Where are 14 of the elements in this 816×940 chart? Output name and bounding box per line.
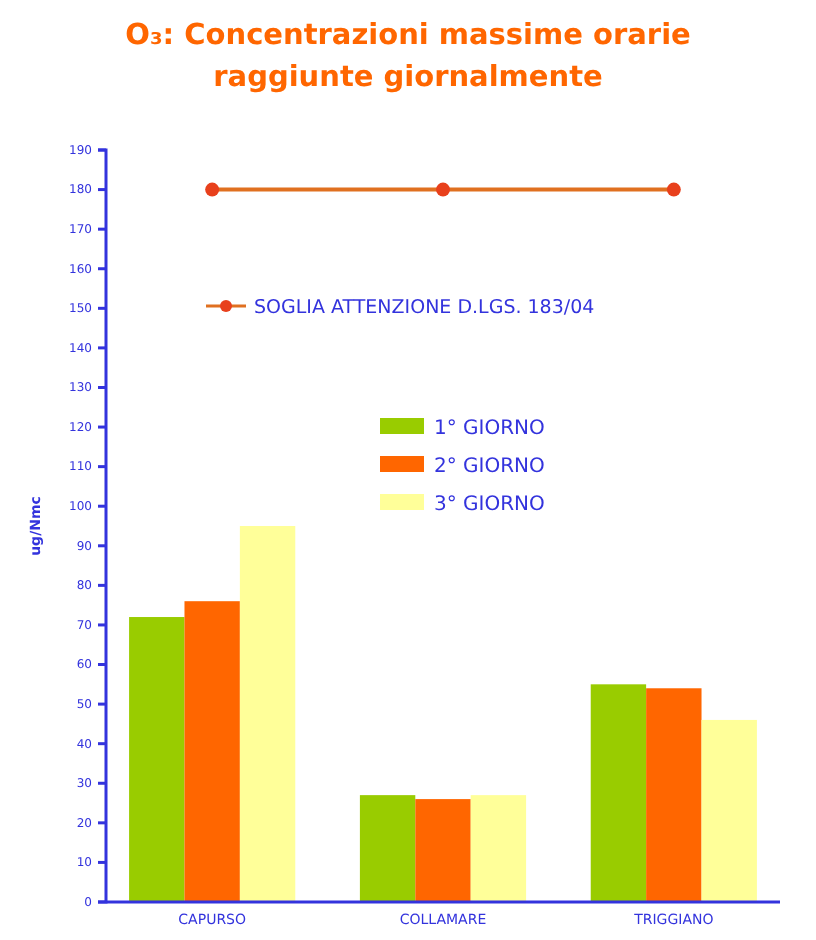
bar (590, 684, 647, 902)
bar (646, 688, 702, 902)
chart-title: O₃: Concentrazioni massime orarie raggiunte giornalmente (125, 20, 692, 94)
legend-label: SOGLIA ATTENZIONE D.LGS. 183/04 (254, 297, 595, 319)
bar (415, 799, 471, 902)
legend-label: 3° GIORNO (434, 494, 546, 516)
bar (470, 795, 527, 902)
bar (239, 526, 296, 902)
bar (359, 795, 416, 902)
bar (184, 601, 240, 902)
legend-label: 1° GIORNO (434, 418, 546, 440)
bar (701, 719, 757, 902)
legend-label: 2° GIORNO (434, 456, 546, 478)
bar (129, 617, 185, 902)
